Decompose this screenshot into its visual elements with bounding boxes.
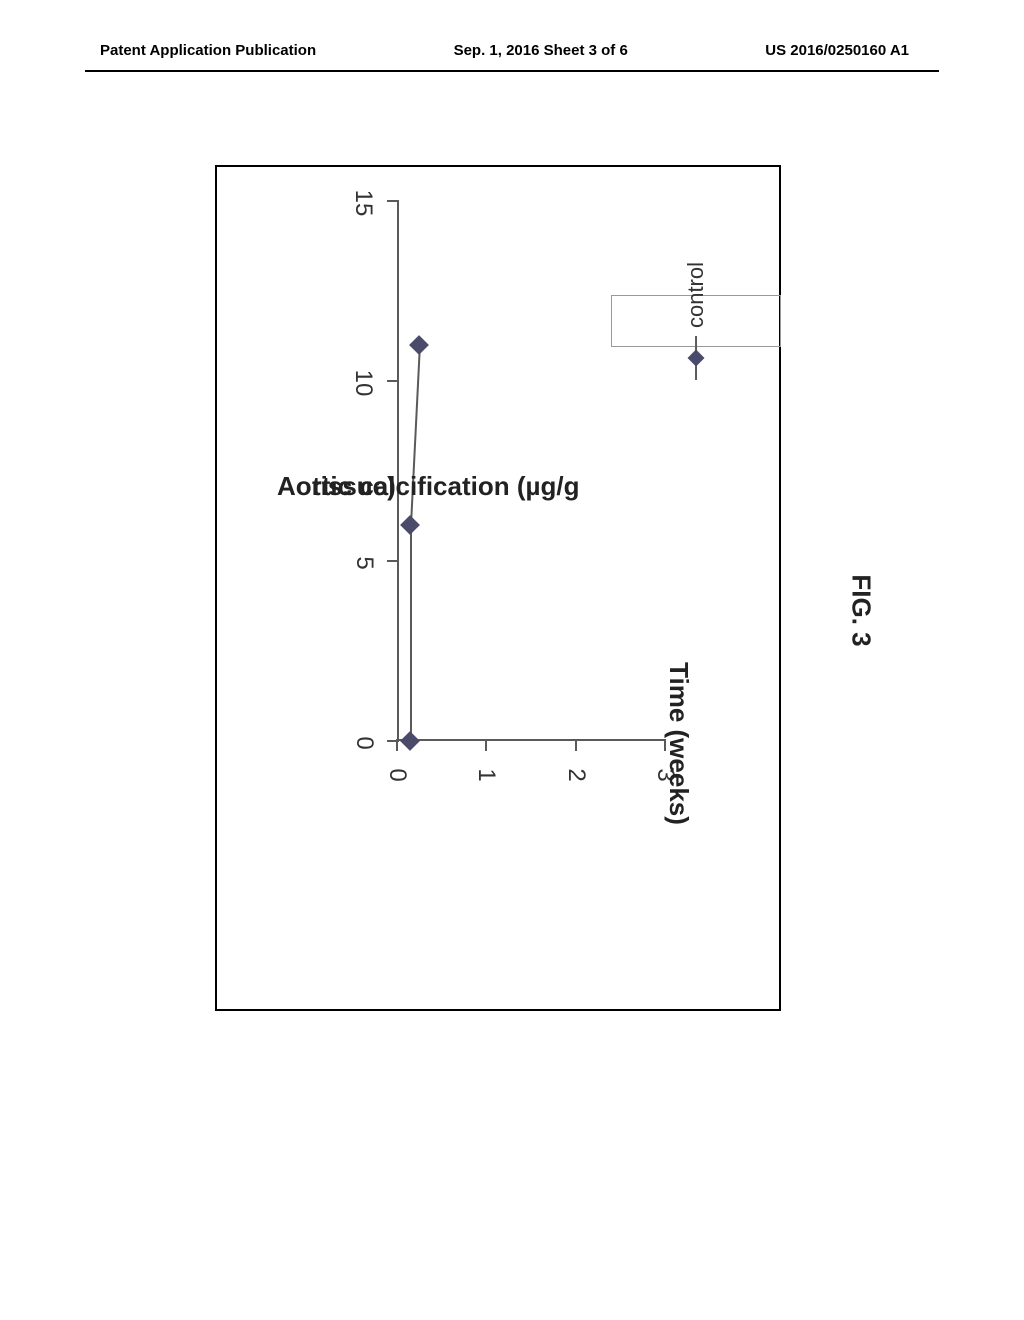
- y-tick-label: 0: [383, 755, 411, 795]
- y-tick-label: 2: [562, 755, 590, 795]
- legend-line-sample: [695, 336, 697, 380]
- legend-label: control: [683, 262, 709, 328]
- x-tick-label: 0: [350, 728, 378, 758]
- chart-data-marker: [400, 515, 420, 535]
- x-tick: [387, 380, 399, 382]
- header-left: Patent Application Publication: [100, 42, 316, 59]
- header-center: Sep. 1, 2016 Sheet 3 of 6: [454, 42, 628, 59]
- patent-header-row: Patent Application Publication Sep. 1, 2…: [0, 42, 1024, 59]
- y-tick-label: 1: [472, 755, 500, 795]
- x-tick: [387, 560, 399, 562]
- header-divider: [85, 70, 939, 72]
- x-tick: [387, 200, 399, 202]
- x-tick: [387, 740, 399, 742]
- chart-data-marker: [400, 731, 420, 751]
- y-axis-title-line2: tissue): [312, 471, 396, 502]
- legend-diamond-marker: [688, 350, 705, 367]
- chart-data-marker: [409, 335, 429, 355]
- chart-outer-frame: 0123 051015 control Aortic calcification…: [215, 165, 781, 1011]
- x-axis-line: [397, 739, 665, 741]
- figure-caption: FIG. 3: [846, 574, 877, 646]
- legend-box: control: [611, 295, 781, 347]
- y-tick: [575, 739, 577, 751]
- x-tick-label: 5: [350, 548, 378, 578]
- x-tick-label: 15: [349, 183, 377, 223]
- y-tick: [485, 739, 487, 751]
- x-tick-label: 10: [349, 363, 377, 403]
- x-axis-title: Time (weeks): [663, 662, 694, 825]
- chart-line-segment: [410, 525, 412, 741]
- header-right: US 2016/0250160 A1: [765, 42, 909, 59]
